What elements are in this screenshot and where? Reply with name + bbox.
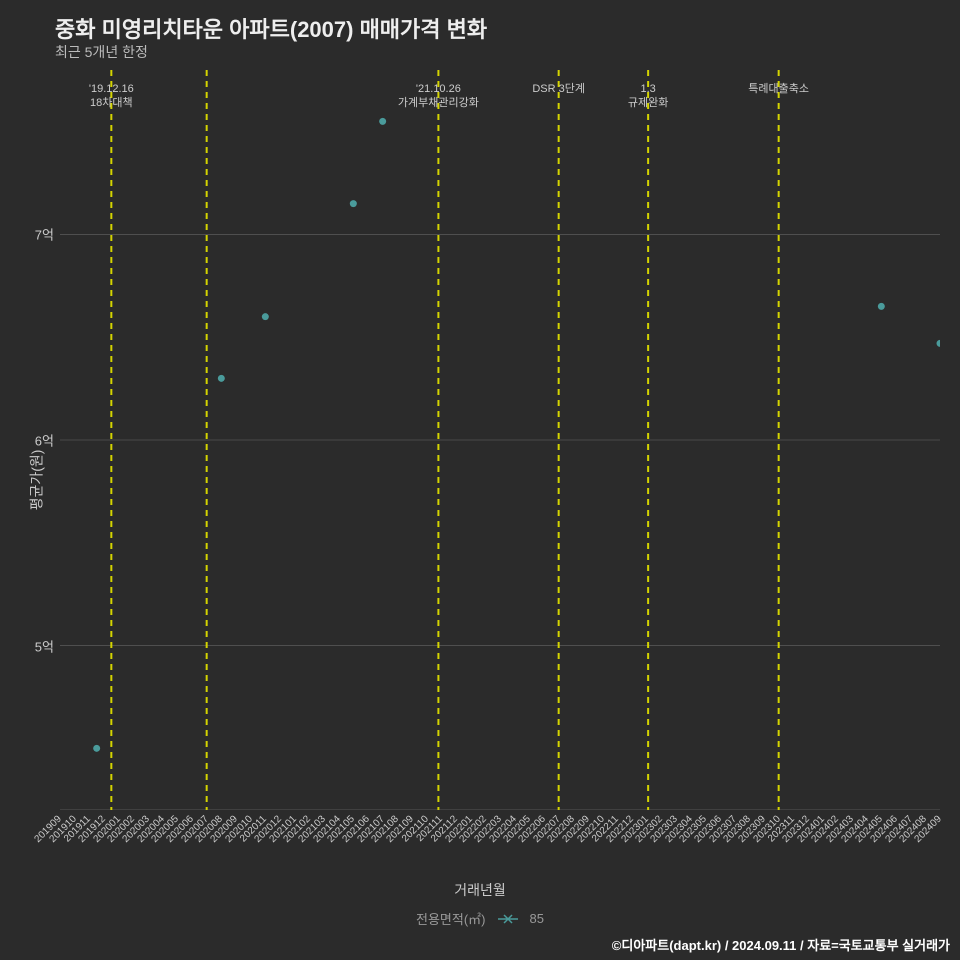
legend-marker xyxy=(498,913,518,925)
vline-label: '21.10.26가계부채관리강화 xyxy=(398,82,479,111)
legend-title: 전용면적(㎡) xyxy=(416,909,486,928)
y-tick-label: 6억 xyxy=(35,431,54,450)
plot-area: 5억6억7억2019092019102019112019122020012020… xyxy=(60,70,940,810)
chart-title: 중화 미영리치타운 아파트(2007) 매매가격 변화 xyxy=(55,12,487,44)
chart-subtitle: 최근 5개년 한정 xyxy=(55,42,148,62)
legend: 전용면적(㎡) 85 xyxy=(416,909,544,928)
legend-item: 85 xyxy=(530,911,544,926)
y-tick-label: 7억 xyxy=(35,225,54,244)
vline-label: 특례대출축소 xyxy=(748,82,809,96)
plot-svg xyxy=(60,70,940,810)
vline-label: DSR 3단계 xyxy=(532,82,585,96)
vline-label: '19.12.1618차대책 xyxy=(89,82,134,111)
vline-label: 1.3규제완화 xyxy=(628,82,668,111)
y-tick-label: 5억 xyxy=(35,636,54,655)
credit-text: ©디아파트(dapt.kr) / 2024.09.11 / 자료=국토교통부 실… xyxy=(612,935,950,954)
x-axis-label: 거래년월 xyxy=(454,880,506,900)
y-axis-label: 평균가(원) xyxy=(26,450,46,511)
